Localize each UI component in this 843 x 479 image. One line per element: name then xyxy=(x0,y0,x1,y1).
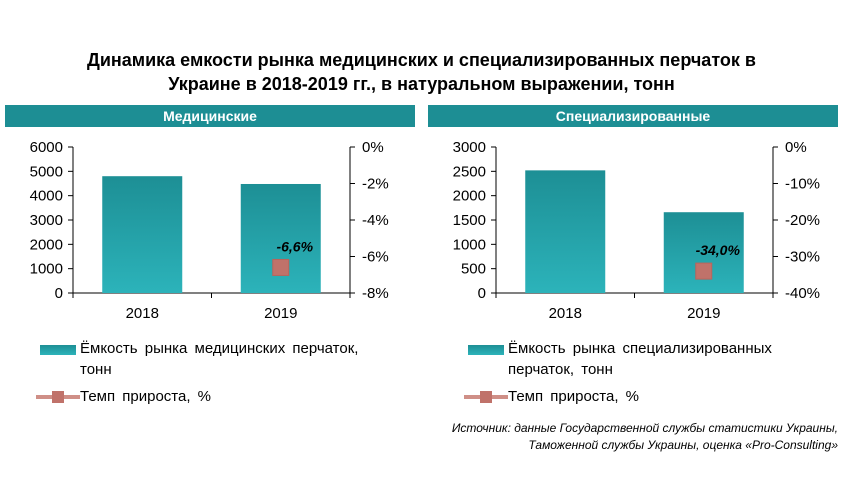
y-tick-label-right: -20% xyxy=(785,212,820,229)
y-tick-label-left: 6000 xyxy=(30,139,63,156)
legend-growth-label: Темп прироста, % xyxy=(508,388,640,405)
bar xyxy=(525,170,606,293)
legend-marker-swatch xyxy=(480,391,492,403)
y-tick-label-right: -2% xyxy=(362,176,389,193)
y-tick-label-right: -8% xyxy=(362,285,389,302)
y-tick-label-left: 2000 xyxy=(453,188,486,205)
x-tick-label: 2018 xyxy=(126,305,159,322)
y-tick-label-right: 0% xyxy=(785,139,807,156)
x-tick-label: 2019 xyxy=(264,305,297,322)
y-tick-label-left: 2500 xyxy=(453,163,486,180)
panel-header-medical: Медицинские xyxy=(5,105,415,127)
title-line-1: Динамика емкости рынка медицинских и спе… xyxy=(87,50,756,70)
y-tick-label-left: 500 xyxy=(461,261,486,278)
y-tick-label-right: -40% xyxy=(785,285,820,302)
legend-bar-swatch xyxy=(40,345,76,355)
y-tick-label-right: -30% xyxy=(785,249,820,266)
legend-bar-label: Ёмкость рынка медицинских перчаток, тонн xyxy=(80,340,359,378)
y-tick-label-right: 0% xyxy=(362,139,384,156)
title-line-2: Украине в 2018-2019 гг., в натуральном в… xyxy=(168,74,675,94)
y-tick-label-left: 3000 xyxy=(30,212,63,229)
legend-growth-label: Темп прироста, % xyxy=(80,388,212,405)
source-line-1: Источник: данные Государственной службы … xyxy=(451,421,838,435)
bar xyxy=(102,176,183,293)
y-tick-label-left: 4000 xyxy=(30,188,63,205)
y-tick-label-right: -10% xyxy=(785,176,820,193)
growth-marker xyxy=(272,258,290,276)
legend-bar-label: Ёмкость рынка специализированных перчато… xyxy=(508,340,772,378)
growth-data-label: -34,0% xyxy=(696,242,741,258)
legend-marker-swatch xyxy=(52,391,64,403)
y-tick-label-left: 1500 xyxy=(453,212,486,229)
y-tick-label-right: -4% xyxy=(362,212,389,229)
y-tick-label-left: 5000 xyxy=(30,163,63,180)
y-tick-label-left: 0 xyxy=(55,285,63,302)
growth-data-label: -6,6% xyxy=(276,238,313,254)
source-line-2: Таможенной службы Украины, оценка «Pro-C… xyxy=(528,438,838,452)
y-tick-label-right: -6% xyxy=(362,249,389,266)
x-tick-label: 2018 xyxy=(549,305,582,322)
y-tick-label-left: 1000 xyxy=(30,261,63,278)
y-tick-label-left: 0 xyxy=(478,285,486,302)
chart-medical: 0 1000 2000 3000 4000 5000 6000 -8% -6% -4% -2% 0% 2… xyxy=(30,139,389,322)
y-tick-label-left: 1000 xyxy=(453,236,486,253)
panel-header-specialized: Специализированные xyxy=(428,105,838,127)
chart-specialized: 0 500 1000 1500 2000 2500 3000 -40% -30% -20% -10%… xyxy=(453,139,820,322)
source-note: Источник: данные Государственной службы … xyxy=(452,420,838,454)
chart-title: Динамика емкости рынка медицинских и спе… xyxy=(0,48,843,96)
growth-marker xyxy=(695,262,713,280)
y-tick-label-left: 3000 xyxy=(453,139,486,156)
x-tick-label: 2019 xyxy=(687,305,720,322)
legend-bar-swatch xyxy=(468,345,504,355)
y-tick-label-left: 2000 xyxy=(30,236,63,253)
